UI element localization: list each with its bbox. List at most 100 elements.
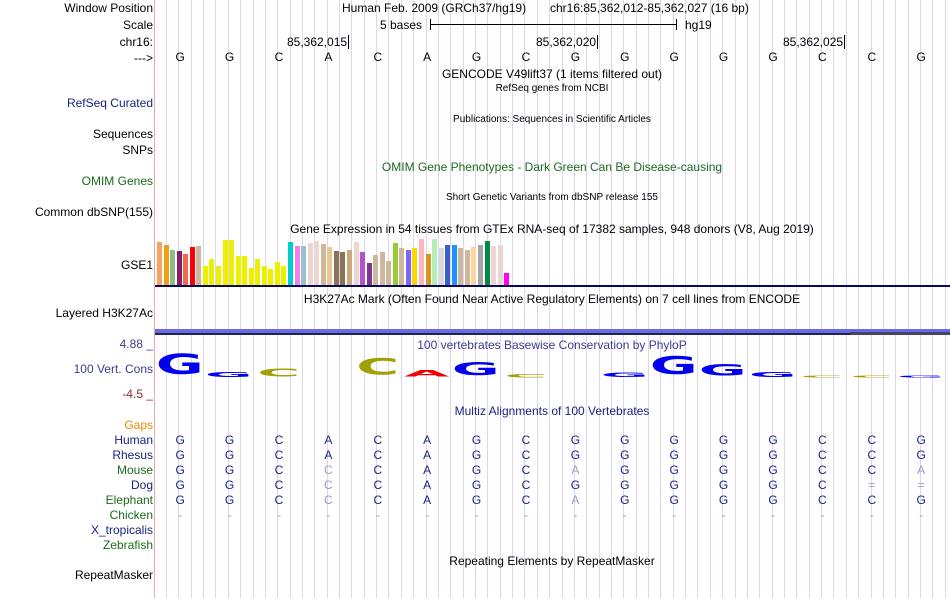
- alignment-base: C: [274, 463, 284, 477]
- species-label-human[interactable]: Human: [114, 433, 153, 447]
- gtex-bar[interactable]: [183, 254, 189, 285]
- species-label-elephant[interactable]: Elephant: [105, 493, 153, 507]
- gtex-bar[interactable]: [294, 246, 300, 285]
- gtex-bar[interactable]: [235, 256, 241, 285]
- gtex-bar[interactable]: [425, 254, 431, 285]
- refseq-track-label[interactable]: RefSeq Curated: [66, 96, 153, 110]
- gtex-bar[interactable]: [379, 252, 385, 285]
- gtex-bar[interactable]: [288, 242, 293, 285]
- alignment-base: G: [620, 478, 630, 492]
- gtex-bar[interactable]: [412, 248, 418, 285]
- gtex-bar[interactable]: [477, 245, 483, 285]
- alignment-base: G: [768, 433, 778, 447]
- conservation-letter: C: [849, 375, 893, 379]
- gtex-bar[interactable]: [333, 251, 339, 285]
- gtex-bar[interactable]: [157, 242, 162, 285]
- alignment-base: A: [423, 463, 432, 477]
- gtex-bar[interactable]: [307, 243, 313, 285]
- gtex-bar[interactable]: [274, 262, 280, 285]
- gencode-track-title[interactable]: GENCODE V49lift37 (1 items filtered out): [441, 67, 663, 81]
- strand-label[interactable]: --->: [134, 51, 153, 65]
- alignment-base: C: [867, 493, 877, 507]
- alignment-base: -: [474, 508, 479, 522]
- label-divider: [154, 0, 155, 598]
- gtex-bar[interactable]: [353, 242, 359, 285]
- chrom-label: chr16:: [119, 35, 153, 49]
- gtex-bar[interactable]: [242, 256, 248, 285]
- gtex-bar[interactable]: [320, 244, 326, 285]
- gtex-bar[interactable]: [281, 266, 287, 285]
- coord-tick-3: 85,362,025: [783, 35, 846, 49]
- gtex-bar[interactable]: [399, 248, 405, 285]
- gtex-bar[interactable]: [392, 243, 398, 285]
- gtex-bar[interactable]: [419, 239, 424, 285]
- snps-track-label[interactable]: SNPs: [122, 143, 153, 157]
- gtex-bar[interactable]: [360, 252, 366, 285]
- alignment-base: G: [916, 433, 926, 447]
- scale-label: Scale: [122, 18, 153, 32]
- gtex-bar[interactable]: [301, 246, 307, 285]
- gtex-bar[interactable]: [366, 263, 372, 285]
- gtex-bar[interactable]: [189, 247, 195, 285]
- gtex-bar[interactable]: [484, 241, 490, 285]
- gtex-bar[interactable]: [491, 246, 497, 285]
- gtex-bar[interactable]: [405, 250, 411, 285]
- gtex-expression-chart[interactable]: [155, 237, 950, 285]
- gtex-bar[interactable]: [386, 261, 392, 285]
- alignment-base: G: [669, 463, 679, 477]
- h3k27ac-signal-band[interactable]: [155, 329, 950, 335]
- dbsnp-track-label[interactable]: Common dbSNP(155): [34, 205, 153, 219]
- gtex-bar[interactable]: [196, 246, 202, 285]
- gtex-track-label[interactable]: GSE1: [120, 258, 153, 272]
- gtex-bar[interactable]: [340, 252, 346, 285]
- species-label-mouse[interactable]: Mouse: [116, 463, 153, 477]
- alignment-base: C: [373, 433, 383, 447]
- alignment-base: A: [324, 448, 333, 462]
- gtex-bar[interactable]: [261, 266, 267, 285]
- alignment-base: -: [227, 508, 232, 522]
- omim-track-label[interactable]: OMIM Genes: [81, 174, 153, 188]
- gtex-bar[interactable]: [314, 241, 320, 285]
- species-label-dog[interactable]: Dog: [130, 478, 153, 492]
- species-label-zebrafish[interactable]: Zebrafish: [102, 538, 153, 552]
- gtex-bar[interactable]: [458, 248, 464, 285]
- gtex-bar[interactable]: [438, 248, 444, 285]
- gtex-bar[interactable]: [373, 255, 379, 285]
- gtex-bar[interactable]: [170, 250, 176, 285]
- gtex-bar[interactable]: [451, 245, 457, 285]
- gtex-bar[interactable]: [202, 266, 208, 285]
- gtex-bar[interactable]: [176, 251, 182, 285]
- alignment-base: C: [521, 493, 531, 507]
- species-label-chicken[interactable]: Chicken: [109, 508, 153, 522]
- gridline: [883, 0, 884, 598]
- alignment-base: C: [867, 433, 877, 447]
- gtex-bar[interactable]: [445, 245, 451, 285]
- alignment-base: G: [669, 433, 679, 447]
- coord-tick-1: 85,362,015: [287, 35, 350, 49]
- sequences-track-label[interactable]: Sequences: [92, 127, 153, 141]
- gtex-bar[interactable]: [209, 259, 215, 285]
- gtex-bar[interactable]: [268, 269, 274, 285]
- h3k27ac-track-label[interactable]: Layered H3K27Ac: [55, 306, 153, 320]
- species-label-x_tropicalis[interactable]: X_tropicalis: [90, 523, 153, 537]
- gtex-bar[interactable]: [215, 266, 221, 285]
- gtex-bar[interactable]: [229, 240, 235, 285]
- gridline: [203, 0, 204, 598]
- gtex-bar[interactable]: [471, 247, 477, 285]
- gtex-bar[interactable]: [504, 273, 510, 285]
- gtex-bar[interactable]: [222, 240, 228, 285]
- repeatmasker-track-label[interactable]: RepeatMasker: [74, 568, 153, 582]
- species-label-rhesus[interactable]: Rhesus: [112, 448, 153, 462]
- gtex-bar[interactable]: [248, 268, 254, 285]
- gtex-bar[interactable]: [255, 259, 261, 285]
- gtex-bar[interactable]: [327, 247, 333, 285]
- gtex-bar[interactable]: [163, 245, 169, 285]
- gtex-bar[interactable]: [464, 250, 470, 285]
- gridline: [302, 0, 303, 598]
- gtex-bar[interactable]: [432, 239, 438, 285]
- cons-track-label[interactable]: 100 Vert. Cons: [73, 362, 153, 376]
- gtex-bar[interactable]: [346, 250, 352, 285]
- alignment-base: G: [224, 463, 235, 477]
- gtex-bar[interactable]: [497, 245, 503, 285]
- alignment-base: G: [718, 493, 729, 507]
